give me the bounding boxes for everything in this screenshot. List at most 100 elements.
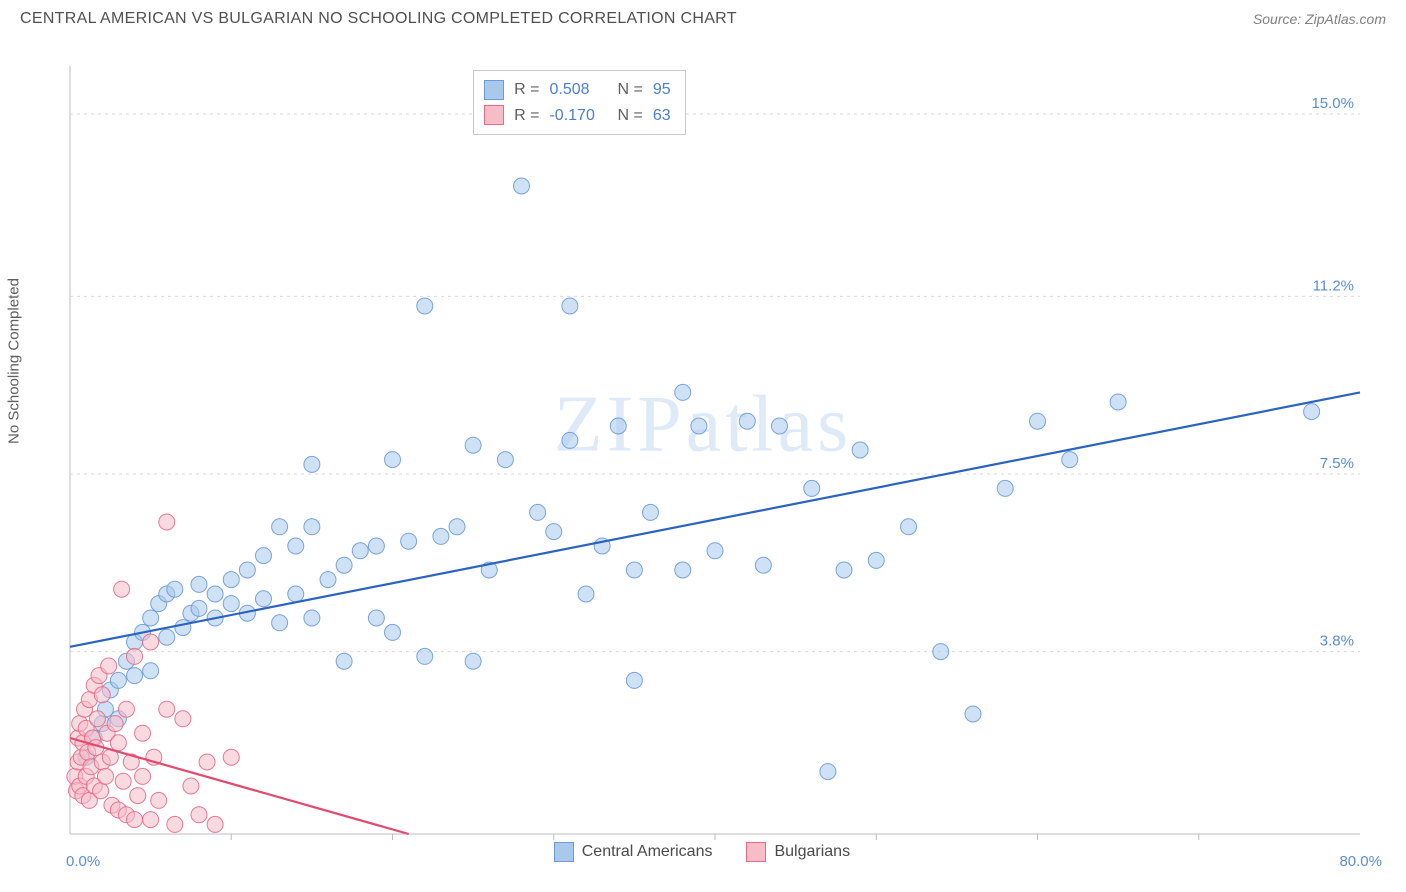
scatter-chart: 3.8% 7.5% 11.2% 15.0% — [20, 44, 1386, 872]
data-point — [143, 663, 159, 679]
data-point — [191, 576, 207, 592]
data-point — [101, 658, 117, 674]
data-point — [852, 442, 868, 458]
data-point — [691, 418, 707, 434]
data-point — [933, 644, 949, 660]
data-point — [272, 615, 288, 631]
data-point — [868, 552, 884, 568]
data-point — [127, 648, 143, 664]
n-value: 63 — [653, 103, 671, 129]
data-point — [578, 586, 594, 602]
data-point — [288, 586, 304, 602]
legend-swatch-icon — [746, 842, 766, 862]
y-tick-label: 7.5% — [1320, 455, 1354, 472]
data-point — [143, 634, 159, 650]
data-point — [465, 653, 481, 669]
data-point — [110, 735, 126, 751]
series-name: Central Americans — [582, 843, 713, 861]
data-point — [675, 384, 691, 400]
data-point — [135, 768, 151, 784]
data-point — [143, 812, 159, 828]
data-point — [304, 519, 320, 535]
data-point — [1062, 452, 1078, 468]
y-tick-label: 15.0% — [1311, 95, 1354, 112]
data-point — [175, 620, 191, 636]
data-point — [1304, 404, 1320, 420]
data-point — [901, 519, 917, 535]
data-point — [127, 668, 143, 684]
data-point — [562, 298, 578, 314]
r-value: 0.508 — [549, 77, 607, 103]
data-point — [107, 716, 123, 732]
correlation-row: R =-0.170N =63 — [484, 103, 670, 129]
data-point — [223, 596, 239, 612]
data-point — [514, 178, 530, 194]
data-point — [997, 480, 1013, 496]
data-point — [610, 418, 626, 434]
r-value: -0.170 — [549, 103, 607, 129]
series-legend-item: Central Americans — [554, 842, 713, 862]
data-point — [675, 562, 691, 578]
legend-swatch-icon — [554, 842, 574, 862]
r-label: R = — [514, 77, 539, 103]
n-label: N = — [617, 77, 642, 103]
data-point — [199, 754, 215, 770]
data-point — [804, 480, 820, 496]
data-point — [336, 557, 352, 573]
y-tick-label: 11.2% — [1313, 277, 1354, 294]
data-point — [183, 778, 199, 794]
data-point — [272, 519, 288, 535]
n-label: N = — [617, 103, 642, 129]
data-point — [167, 816, 183, 832]
data-point — [288, 538, 304, 554]
data-point — [175, 711, 191, 727]
x-axis-max-label: 80.0% — [1339, 853, 1382, 870]
data-point — [449, 519, 465, 535]
data-point — [167, 581, 183, 597]
data-point — [135, 725, 151, 741]
data-point — [417, 298, 433, 314]
legend-swatch-icon — [484, 80, 504, 100]
data-point — [368, 610, 384, 626]
data-point — [94, 687, 110, 703]
data-point — [256, 548, 272, 564]
data-point — [739, 413, 755, 429]
data-point — [223, 572, 239, 588]
data-point — [433, 528, 449, 544]
data-point — [223, 749, 239, 765]
data-point — [497, 452, 513, 468]
trend-line — [70, 392, 1360, 646]
data-point — [207, 816, 223, 832]
data-point — [1030, 413, 1046, 429]
data-point — [159, 514, 175, 530]
data-point — [256, 591, 272, 607]
data-point — [97, 768, 113, 784]
source-attribution: Source: ZipAtlas.com — [1253, 11, 1386, 27]
series-legend: Central Americans Bulgarians — [554, 842, 850, 862]
data-point — [385, 624, 401, 640]
data-point — [127, 812, 143, 828]
data-point — [89, 711, 105, 727]
data-point — [114, 581, 130, 597]
data-point — [191, 600, 207, 616]
data-point — [417, 648, 433, 664]
correlation-legend: R =0.508N =95R =-0.170N =63 — [473, 70, 685, 135]
data-point — [836, 562, 852, 578]
data-point — [115, 773, 131, 789]
data-point — [151, 792, 167, 808]
data-point — [110, 672, 126, 688]
x-axis-min-label: 0.0% — [66, 853, 100, 870]
series-name: Bulgarians — [774, 843, 850, 861]
data-point — [336, 653, 352, 669]
data-point — [626, 562, 642, 578]
data-point — [643, 504, 659, 520]
y-tick-label: 3.8% — [1320, 633, 1354, 650]
data-point — [546, 524, 562, 540]
data-point — [385, 452, 401, 468]
data-point — [143, 610, 159, 626]
data-point — [1110, 394, 1126, 410]
data-point — [820, 764, 836, 780]
data-point — [772, 418, 788, 434]
data-point — [562, 432, 578, 448]
data-point — [93, 783, 109, 799]
